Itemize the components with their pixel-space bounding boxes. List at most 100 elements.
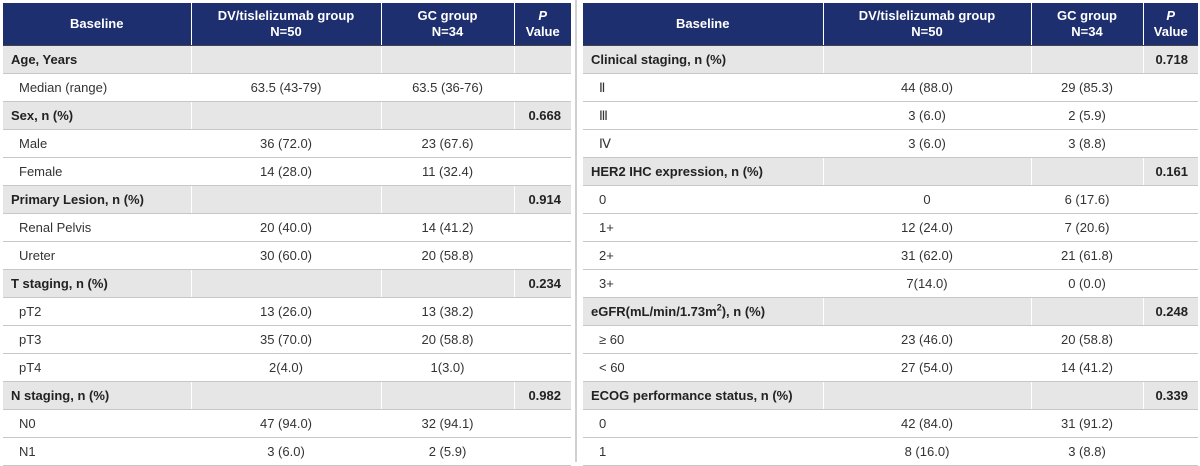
section-row: Clinical staging, n (%) 0.718 (583, 45, 1198, 74)
p-value (1143, 353, 1198, 382)
dv-group-value: 23 (46.0) (823, 325, 1031, 354)
dv-group-value: 47 (94.0) (191, 409, 381, 438)
table-body: Clinical staging, n (%) 0.718 Ⅱ 44 (88.0) 29… (583, 45, 1198, 466)
p-value (514, 437, 571, 466)
table-row: pT2 13 (26.0) 13 (38.2) (3, 297, 571, 326)
p-value (514, 73, 571, 102)
p-value (514, 241, 571, 270)
dv-group-value: 3 (6.0) (823, 129, 1031, 158)
baseline-table-left: Baseline DV/tislelizumab group N=50 GC gr… (3, 3, 571, 466)
dv-group-value: 14 (28.0) (191, 157, 381, 186)
dv-group-value (823, 381, 1032, 410)
p-value: 0.248 (1143, 297, 1198, 326)
p-value (514, 213, 571, 242)
dv-group-value: 27 (54.0) (823, 353, 1031, 382)
gc-group-value: 14 (41.2) (1031, 353, 1143, 382)
p-value (514, 409, 571, 438)
header-p-value: P Value (1143, 3, 1198, 46)
gc-group-value: 6 (17.6) (1031, 185, 1143, 214)
gc-group-value: 63.5 (36-76) (381, 73, 514, 102)
p-value (514, 325, 571, 354)
row-label: eGFR(mL/min/1.73m2), n (%) (583, 297, 824, 326)
dv-group-value (191, 185, 382, 214)
section-row: eGFR(mL/min/1.73m2), n (%) 0.248 (583, 297, 1198, 326)
gc-group-value (381, 381, 515, 410)
gc-group-value: 20 (58.8) (381, 241, 514, 270)
dv-group-value: 35 (70.0) (191, 325, 381, 354)
table-row: Male 36 (72.0) 23 (67.6) (3, 129, 571, 158)
row-label: Clinical staging, n (%) (583, 45, 824, 74)
row-label: T staging, n (%) (3, 269, 192, 298)
header-dv-group: DV/tislelizumab group N=50 (823, 3, 1032, 46)
row-label: Female (3, 157, 191, 186)
gc-group-value: 0 (0.0) (1031, 269, 1143, 298)
table-row: N0 47 (94.0) 32 (94.1) (3, 409, 571, 438)
p-value: 0.982 (514, 381, 571, 410)
dv-group-value: 31 (62.0) (823, 241, 1031, 270)
p-value: 0.161 (1143, 157, 1198, 186)
gc-group-value: 3 (8.8) (1031, 129, 1143, 158)
p-value: 0.718 (1143, 45, 1198, 74)
row-label: 1+ (583, 213, 823, 242)
table-row: pT4 2(4.0) 1(3.0) (3, 353, 571, 382)
table-row: pT3 35 (70.0) 20 (58.8) (3, 325, 571, 354)
section-row: ECOG performance status, n (%) 0.339 (583, 381, 1198, 410)
gc-group-value: 32 (94.1) (381, 409, 514, 438)
gc-group-value (1031, 45, 1144, 74)
gc-group-value (1031, 297, 1144, 326)
gc-group-value: 7 (20.6) (1031, 213, 1143, 242)
dv-group-value: 3 (6.0) (191, 437, 381, 466)
p-value: 0.339 (1143, 381, 1198, 410)
row-label: N staging, n (%) (3, 381, 192, 410)
gc-group-value: 21 (61.8) (1031, 241, 1143, 270)
dv-group-value: 8 (16.0) (823, 437, 1031, 466)
gc-group-value: 2 (5.9) (381, 437, 514, 466)
dv-group-value: 2(4.0) (191, 353, 381, 382)
p-value (1143, 101, 1198, 130)
row-label: Age, Years (3, 45, 192, 74)
row-label: Ⅳ (583, 129, 823, 158)
dv-group-value (823, 157, 1032, 186)
row-label: 0 (583, 185, 823, 214)
row-label: pT3 (3, 325, 191, 354)
gc-group-value: 23 (67.6) (381, 129, 514, 158)
row-label: < 60 (583, 353, 823, 382)
gc-group-value: 2 (5.9) (1031, 101, 1143, 130)
gc-group-value: 31 (91.2) (1031, 409, 1143, 438)
dv-group-value: 36 (72.0) (191, 129, 381, 158)
gc-group-value: 13 (38.2) (381, 297, 514, 326)
row-label: Male (3, 129, 191, 158)
header-dv-group: DV/tislelizumab group N=50 (191, 3, 382, 46)
baseline-table-right: Baseline DV/tislelizumab group N=50 GC gr… (583, 3, 1198, 466)
gc-group-value (1031, 381, 1144, 410)
table-row: 3+ 7(14.0) 0 (0.0) (583, 269, 1198, 298)
header-row: Baseline DV/tislelizumab group N=50 GC gr… (583, 3, 1198, 46)
row-label: ≥ 60 (583, 325, 823, 354)
p-value (1143, 269, 1198, 298)
gc-group-value: 14 (41.2) (381, 213, 514, 242)
section-row: Sex, n (%) 0.668 (3, 101, 571, 130)
p-value (1143, 325, 1198, 354)
gc-group-value: 20 (58.8) (1031, 325, 1143, 354)
dv-group-value: 3 (6.0) (823, 101, 1031, 130)
table-row: N1 3 (6.0) 2 (5.9) (3, 437, 571, 466)
table-row: Median (range) 63.5 (43-79) 63.5 (36-76) (3, 73, 571, 102)
gc-group-value (381, 269, 515, 298)
row-label: Primary Lesion, n (%) (3, 185, 192, 214)
p-value (1143, 129, 1198, 158)
row-label: Ⅱ (583, 73, 823, 102)
p-value (1143, 73, 1198, 102)
table-row: Renal Pelvis 20 (40.0) 14 (41.2) (3, 213, 571, 242)
p-value (1143, 437, 1198, 466)
table-row: ≥ 60 23 (46.0) 20 (58.8) (583, 325, 1198, 354)
dv-group-value (191, 381, 382, 410)
dv-group-value: 20 (40.0) (191, 213, 381, 242)
p-value (514, 157, 571, 186)
dv-group-value: 42 (84.0) (823, 409, 1031, 438)
row-label: N0 (3, 409, 191, 438)
table-row: Ureter 30 (60.0) 20 (58.8) (3, 241, 571, 270)
